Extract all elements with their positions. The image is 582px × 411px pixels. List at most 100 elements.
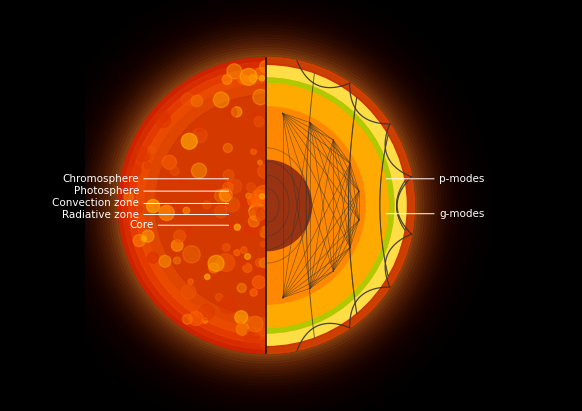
Circle shape <box>129 68 404 343</box>
Circle shape <box>222 75 232 84</box>
Circle shape <box>113 53 419 358</box>
Circle shape <box>223 182 233 193</box>
Circle shape <box>155 95 377 316</box>
Circle shape <box>203 201 211 209</box>
Circle shape <box>260 76 265 81</box>
Wedge shape <box>267 78 394 333</box>
Circle shape <box>247 222 261 236</box>
Circle shape <box>260 226 271 238</box>
Circle shape <box>145 84 388 327</box>
Circle shape <box>240 259 246 265</box>
Circle shape <box>171 204 178 212</box>
Text: Core: Core <box>129 220 153 230</box>
Text: g-modes: g-modes <box>439 209 484 219</box>
Circle shape <box>214 92 229 108</box>
Circle shape <box>181 133 197 149</box>
Circle shape <box>162 155 176 169</box>
Circle shape <box>173 230 186 242</box>
Circle shape <box>186 228 193 235</box>
Circle shape <box>136 75 396 336</box>
Circle shape <box>255 185 272 203</box>
Circle shape <box>234 250 240 256</box>
Circle shape <box>255 259 264 267</box>
Circle shape <box>172 240 183 251</box>
Circle shape <box>251 149 257 155</box>
Circle shape <box>252 200 258 206</box>
Circle shape <box>247 316 263 332</box>
Circle shape <box>244 332 260 348</box>
Circle shape <box>249 74 257 82</box>
Circle shape <box>188 279 193 284</box>
Circle shape <box>173 257 180 264</box>
Circle shape <box>253 289 261 297</box>
Circle shape <box>124 192 133 202</box>
Wedge shape <box>267 66 406 345</box>
Wedge shape <box>267 78 394 333</box>
Text: Convection zone: Convection zone <box>52 199 139 208</box>
Circle shape <box>205 274 210 279</box>
Circle shape <box>148 252 158 263</box>
Circle shape <box>221 192 230 202</box>
Circle shape <box>171 166 179 175</box>
Circle shape <box>237 284 246 293</box>
Circle shape <box>236 323 249 335</box>
Circle shape <box>222 244 230 251</box>
Circle shape <box>246 193 251 199</box>
Circle shape <box>197 124 204 132</box>
Circle shape <box>161 207 171 216</box>
Circle shape <box>203 318 208 323</box>
Circle shape <box>167 175 173 181</box>
Circle shape <box>182 314 192 324</box>
Circle shape <box>225 198 240 212</box>
Circle shape <box>147 199 159 212</box>
Circle shape <box>257 206 274 224</box>
Text: Radiative zone: Radiative zone <box>62 210 139 219</box>
Circle shape <box>182 93 194 106</box>
Circle shape <box>178 178 186 185</box>
Circle shape <box>201 187 214 199</box>
Circle shape <box>223 106 236 119</box>
Circle shape <box>247 194 260 207</box>
Circle shape <box>249 216 260 227</box>
Circle shape <box>240 196 250 207</box>
Circle shape <box>247 328 254 335</box>
Circle shape <box>254 267 271 283</box>
Circle shape <box>123 62 410 349</box>
Circle shape <box>198 305 203 310</box>
Circle shape <box>253 89 268 105</box>
Circle shape <box>232 107 242 117</box>
Circle shape <box>247 282 260 295</box>
Circle shape <box>247 183 255 192</box>
Text: Chromosphere: Chromosphere <box>62 174 139 184</box>
Circle shape <box>258 160 262 165</box>
Circle shape <box>250 289 257 296</box>
Wedge shape <box>267 58 414 353</box>
Circle shape <box>156 113 171 127</box>
Circle shape <box>255 206 260 211</box>
Circle shape <box>248 193 256 201</box>
Circle shape <box>223 170 234 180</box>
Wedge shape <box>267 78 394 333</box>
Circle shape <box>260 194 265 199</box>
Text: Photosphere: Photosphere <box>73 186 139 196</box>
Circle shape <box>253 276 265 289</box>
Circle shape <box>251 112 262 123</box>
Circle shape <box>253 143 258 149</box>
Circle shape <box>209 263 219 273</box>
Circle shape <box>133 235 146 247</box>
Circle shape <box>141 236 147 241</box>
Circle shape <box>250 190 268 207</box>
Circle shape <box>193 128 207 143</box>
Circle shape <box>243 263 252 272</box>
Circle shape <box>260 60 272 73</box>
Circle shape <box>144 162 151 169</box>
Wedge shape <box>267 160 311 251</box>
Wedge shape <box>267 107 365 304</box>
Circle shape <box>249 203 267 221</box>
Circle shape <box>238 74 248 84</box>
Wedge shape <box>267 58 414 353</box>
Circle shape <box>118 58 414 353</box>
Circle shape <box>260 339 272 351</box>
Circle shape <box>116 55 417 356</box>
Circle shape <box>148 146 155 154</box>
